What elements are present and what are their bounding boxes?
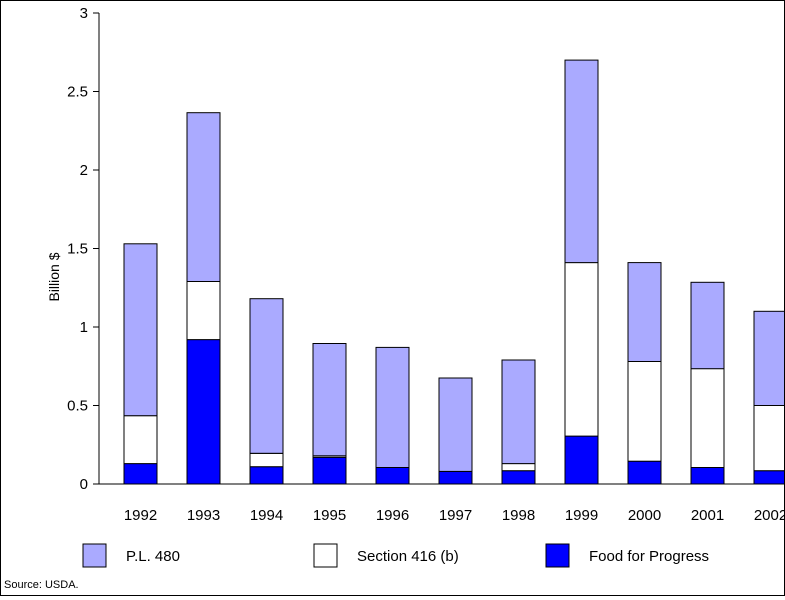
bar-1993-p-l-480 [186,112,221,282]
legend-label-section-416-b-: Section 416 (b) [357,548,459,565]
bar-1999-section-416-b- [564,262,599,437]
x-tick-label-1995: 1995 [313,507,346,524]
bar-1993-section-416-b- [186,281,221,341]
y-tick-label: 0.5 [67,398,88,415]
bar-1997-food-for-progress [438,470,473,485]
bar-1992-section-416-b- [123,415,158,465]
legend-swatch-section-416-b- [313,543,338,568]
y-tick-label: 1.5 [67,241,88,258]
bars-layer [123,59,785,485]
y-tick-label: 1 [80,319,88,336]
x-tick-label-1998: 1998 [502,507,535,524]
bar-1992-food-for-progress [123,463,158,485]
legend: P.L. 480 Section 416 (b) Food for Progress [82,543,709,568]
x-tick-label-2002: 2002 [754,507,784,524]
y-tick-label: 3 [80,5,88,22]
legend-swatch-p-l-480 [82,543,107,568]
bar-1997-p-l-480 [438,377,473,472]
bar-1995-p-l-480 [312,343,347,457]
bar-1998-section-416-b- [501,463,536,472]
y-tick-label: 0 [80,476,88,493]
bar-2001-food-for-progress [690,467,725,485]
bar-2002-section-416-b- [753,405,785,472]
bar-1999-food-for-progress [564,435,599,485]
bar-2001-p-l-480 [690,281,725,370]
legend-label-p-l-480: P.L. 480 [126,548,180,565]
x-tick-label-1992: 1992 [124,507,157,524]
bar-2002-p-l-480 [753,310,785,406]
bar-1995-food-for-progress [312,456,347,485]
x-tick-label-1996: 1996 [376,507,409,524]
x-tick-label-1997: 1997 [439,507,472,524]
bar-1999-p-l-480 [564,59,599,264]
bar-1992-p-l-480 [123,243,158,417]
bar-1996-p-l-480 [375,346,410,468]
x-tick-label-1999: 1999 [565,507,598,524]
y-axis-title: Billion $ [46,252,62,301]
x-tick-label-2001: 2001 [691,507,724,524]
bar-1996-food-for-progress [375,467,410,485]
y-tick-label: 2.5 [67,84,88,101]
bar-1994-food-for-progress [249,466,284,485]
bar-1993-food-for-progress [186,339,221,485]
bar-2000-food-for-progress [627,460,662,485]
bar-2000-section-416-b- [627,361,662,462]
source-note: Source: USDA. [4,579,79,591]
x-tick-label-1993: 1993 [187,507,220,524]
bar-1998-food-for-progress [501,470,536,485]
bar-2000-p-l-480 [627,262,662,363]
legend-swatch-food-for-progress [545,543,570,568]
bar-1998-p-l-480 [501,359,536,465]
axes-layer: 1992 1993 1994 1995 1996 1997 1998 1999 2000 2001… [46,5,785,524]
bar-2001-section-416-b- [690,368,725,469]
bar-1994-section-416-b- [249,452,284,468]
bar-1994-p-l-480 [249,298,284,454]
x-tick-label-2000: 2000 [628,507,661,524]
y-tick-label: 2 [80,162,88,179]
bar-2002-food-for-progress [753,470,785,485]
legend-label-food-for-progress: Food for Progress [589,548,709,565]
x-tick-label-1994: 1994 [250,507,283,524]
